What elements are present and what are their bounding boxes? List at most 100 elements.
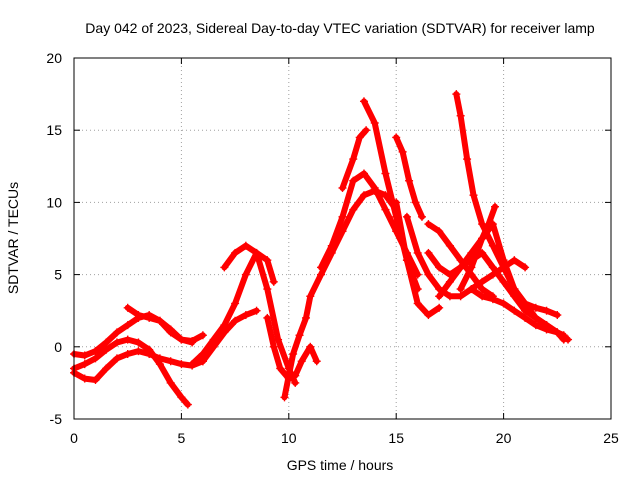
- data-point: [521, 263, 530, 272]
- data-point: [499, 299, 508, 308]
- data-point: [80, 351, 89, 360]
- data-point: [145, 350, 154, 359]
- data-point: [424, 248, 433, 257]
- data-point: [112, 328, 121, 337]
- data-point: [155, 316, 164, 325]
- data-point: [456, 256, 465, 265]
- data-point: [183, 400, 192, 409]
- data-point: [134, 338, 143, 347]
- data-point: [295, 331, 304, 340]
- data-point: [252, 306, 261, 315]
- data-point: [263, 256, 272, 265]
- data-point: [209, 342, 218, 351]
- data-point: [123, 335, 132, 344]
- data-point: [531, 303, 540, 312]
- gridlines: [74, 58, 611, 419]
- data-point: [349, 205, 358, 214]
- data-point: [338, 183, 347, 192]
- data-point: [411, 198, 420, 207]
- data-point: [134, 347, 143, 356]
- data-point: [317, 270, 326, 279]
- data-point: [91, 354, 100, 363]
- data-point: [402, 256, 411, 265]
- data-point: [102, 345, 111, 354]
- data-point: [402, 212, 411, 221]
- data-point: [312, 357, 321, 366]
- data-point: [359, 169, 368, 178]
- data-point: [102, 364, 111, 373]
- data-point: [241, 241, 250, 250]
- data-point: [488, 270, 497, 279]
- data-point: [413, 270, 422, 279]
- data-point: [445, 277, 454, 286]
- data-point: [317, 263, 326, 272]
- data-point: [338, 212, 347, 221]
- axis-ticks: 0 5 10 15 20 25 -5 0 5 10 15 20: [46, 50, 619, 446]
- data-point: [405, 176, 414, 185]
- data-point: [269, 342, 278, 351]
- data-point: [467, 248, 476, 257]
- data-point: [241, 311, 250, 320]
- data-point: [166, 328, 175, 337]
- data-point: [263, 313, 272, 322]
- data-point: [521, 306, 530, 315]
- x-tick-label: 15: [388, 430, 404, 446]
- data-point: [306, 342, 315, 351]
- data-point: [166, 357, 175, 366]
- data-point: [145, 313, 154, 322]
- data-point: [424, 270, 433, 279]
- data-point: [91, 347, 100, 356]
- data-point: [280, 393, 289, 402]
- x-axis-label: GPS time / hours: [287, 457, 394, 473]
- data-point: [269, 277, 278, 286]
- series-trace-arc-20: [468, 286, 567, 339]
- x-tick-label: 5: [178, 430, 186, 446]
- data-point: [531, 321, 540, 330]
- data-point: [484, 220, 493, 229]
- data-point: [263, 285, 272, 294]
- data-point: [510, 306, 519, 315]
- data-point: [220, 321, 229, 330]
- data-point: [198, 357, 207, 366]
- x-tick-label: 10: [281, 430, 297, 446]
- data-point: [488, 241, 497, 250]
- plot-border: [73, 57, 612, 420]
- data-point: [220, 328, 229, 337]
- data-point: [491, 202, 500, 211]
- data-point: [289, 350, 298, 359]
- data-point: [209, 335, 218, 344]
- data-point: [467, 256, 476, 265]
- data-point: [381, 191, 390, 200]
- data-point: [435, 263, 444, 272]
- data-point: [499, 256, 508, 265]
- data-point: [521, 313, 530, 322]
- y-tick-label: 5: [54, 267, 62, 283]
- data-point: [276, 364, 285, 373]
- data-point: [531, 313, 540, 322]
- data-point: [381, 169, 390, 178]
- data-point: [478, 248, 487, 257]
- data-point: [392, 227, 401, 236]
- data-point: [123, 303, 132, 312]
- data-point: [231, 248, 240, 257]
- data-point: [413, 285, 422, 294]
- data-point: [392, 212, 401, 221]
- data-point: [177, 393, 186, 402]
- data-point: [499, 263, 508, 272]
- data-point: [327, 241, 336, 250]
- data-point: [456, 285, 465, 294]
- data-point: [188, 360, 197, 369]
- data-point: [467, 263, 476, 272]
- data-point: [413, 248, 422, 257]
- data-point: [177, 360, 186, 369]
- data-point: [123, 321, 132, 330]
- data-point: [559, 331, 568, 340]
- data-point: [553, 311, 562, 320]
- x-tick-label: 20: [496, 430, 512, 446]
- data-point: [291, 378, 300, 387]
- data-point: [467, 270, 476, 279]
- data-point: [123, 350, 132, 359]
- data-point: [510, 285, 519, 294]
- data-point: [478, 292, 487, 301]
- series-trace-arc-6: [199, 307, 260, 365]
